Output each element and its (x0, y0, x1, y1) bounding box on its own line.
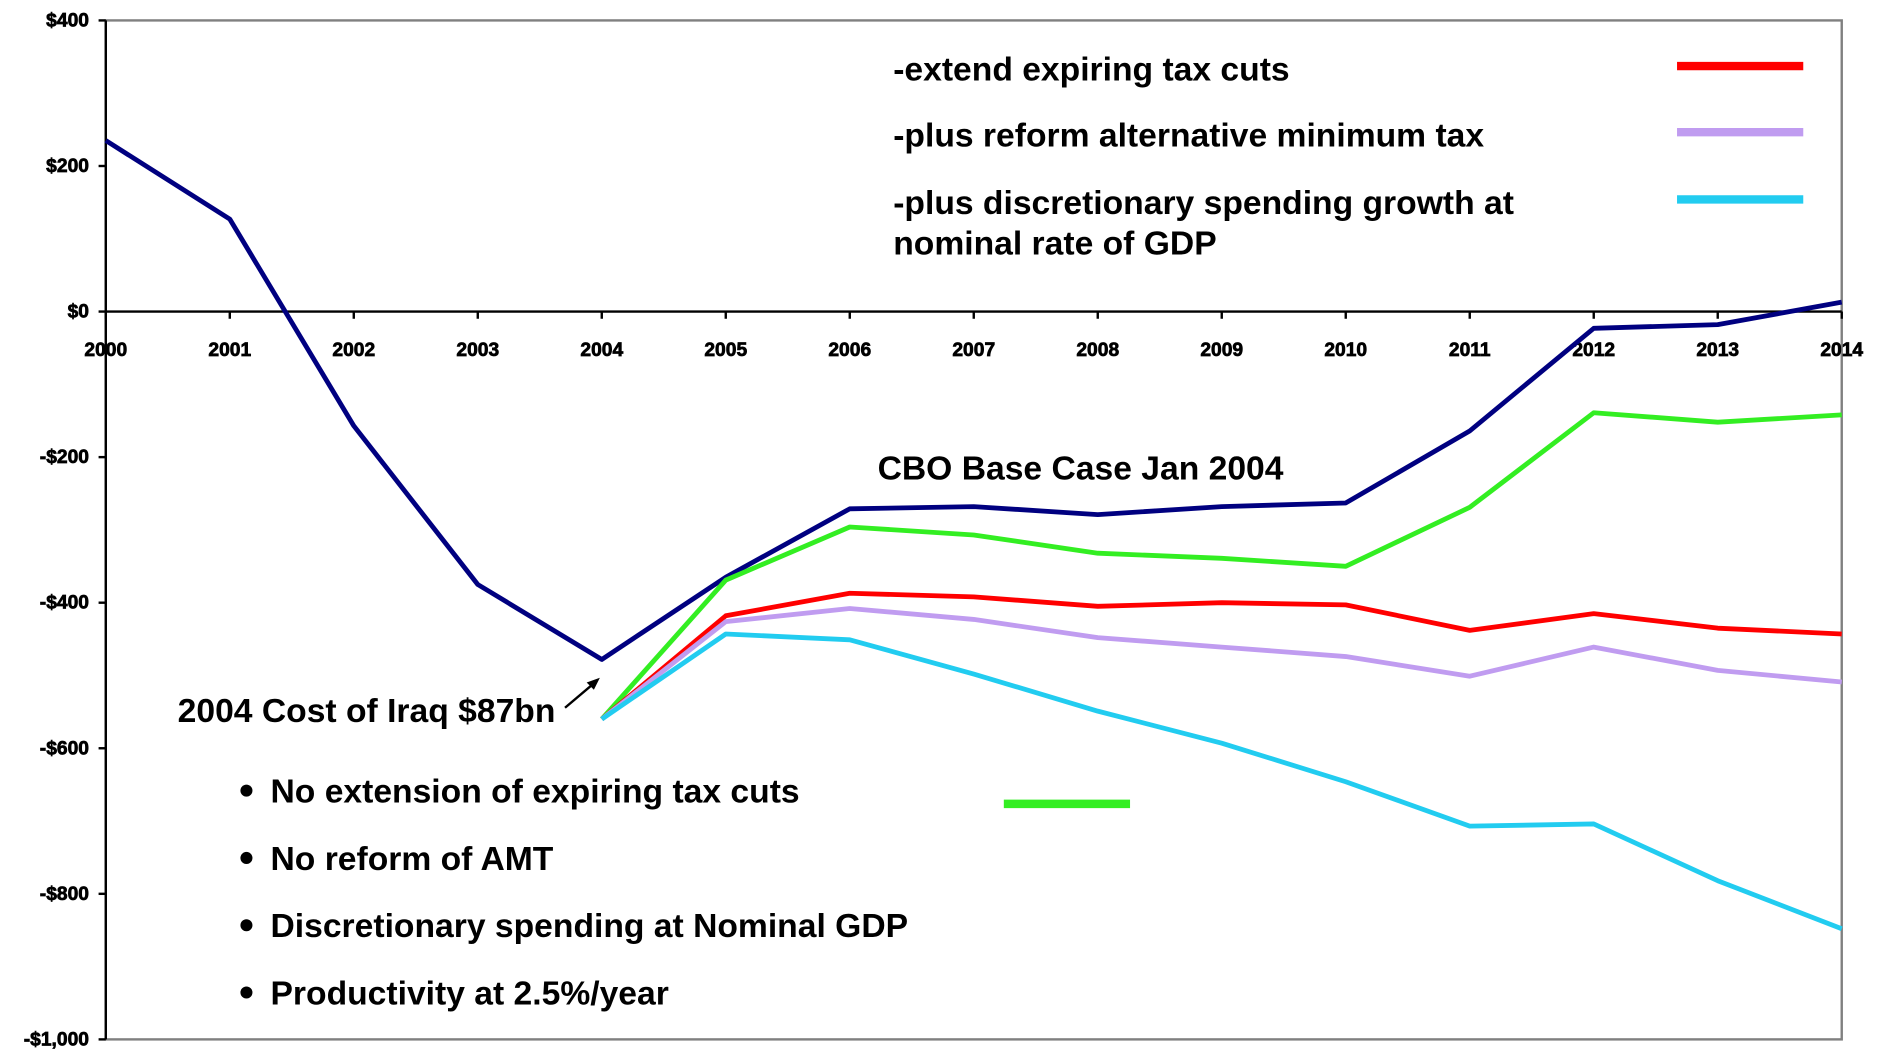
legend-line: nominal rate of GDP (893, 226, 1216, 263)
note: Discretionary spending at Nominal GDP (270, 908, 908, 945)
note: No extension of expiring tax cuts (270, 774, 799, 811)
note: No reform of AMT (270, 841, 553, 878)
annotation: 2004 Cost of Iraq $87bn (178, 693, 556, 730)
legend-line: -plus reform alternative minimum tax (893, 118, 1484, 155)
x-tick-label: 2000 (84, 340, 127, 361)
series-line (599, 410, 1842, 721)
series-label: CBO Base Case Jan 2004 (878, 450, 1284, 487)
bullet (240, 784, 253, 797)
x-tick-label: 2001 (208, 340, 251, 361)
x-tick-label: 2013 (1696, 340, 1739, 361)
x-tick-label: 2007 (952, 340, 995, 361)
legend-label: -plus discretionary spending growth at no… (893, 185, 1514, 263)
bullet (240, 986, 253, 999)
y-tick-label: $0 (68, 302, 89, 323)
x-tick-label: 2005 (704, 340, 747, 361)
x-tick-label: 2006 (828, 340, 871, 361)
legend-line: -plus discretionary spending growth at (893, 185, 1514, 222)
x-tick-label: 2009 (1200, 340, 1243, 361)
bullet (240, 851, 253, 864)
plot-frame (104, 19, 1843, 1041)
legend-line: -extend expiring tax cuts (893, 52, 1289, 89)
x-tick-label: 2011 (1449, 340, 1491, 361)
x-tick-label: 2003 (456, 340, 499, 361)
legend-label: -extend expiring tax cuts (893, 52, 1289, 89)
x-tick-label: 2012 (1572, 340, 1615, 361)
x-tick-label: 2004 (580, 340, 623, 361)
y-tick-label: -$600 (40, 738, 89, 759)
series-line (600, 606, 1842, 722)
y-tick-label: -$1,000 (24, 1029, 89, 1049)
x-tick-label: 2002 (332, 340, 375, 361)
series-line (600, 631, 1843, 931)
y-tick-label: $400 (46, 10, 89, 31)
y-tick-label: -$800 (40, 884, 89, 905)
x-tick-label: 2014 (1820, 340, 1863, 361)
series-line (600, 590, 1842, 721)
x-tick-label: 2008 (1076, 340, 1119, 361)
y-tick-label: -$400 (40, 593, 89, 614)
note: Productivity at 2.5%/year (270, 976, 668, 1013)
series-line (104, 138, 1843, 662)
bullet (240, 919, 253, 932)
y-tick-label: $200 (46, 156, 89, 177)
legend-label: -plus reform alternative minimum tax (893, 118, 1484, 155)
x-tick-label: 2010 (1324, 340, 1367, 361)
y-tick-label: -$200 (40, 447, 89, 468)
annotation-arrowhead (586, 677, 600, 690)
